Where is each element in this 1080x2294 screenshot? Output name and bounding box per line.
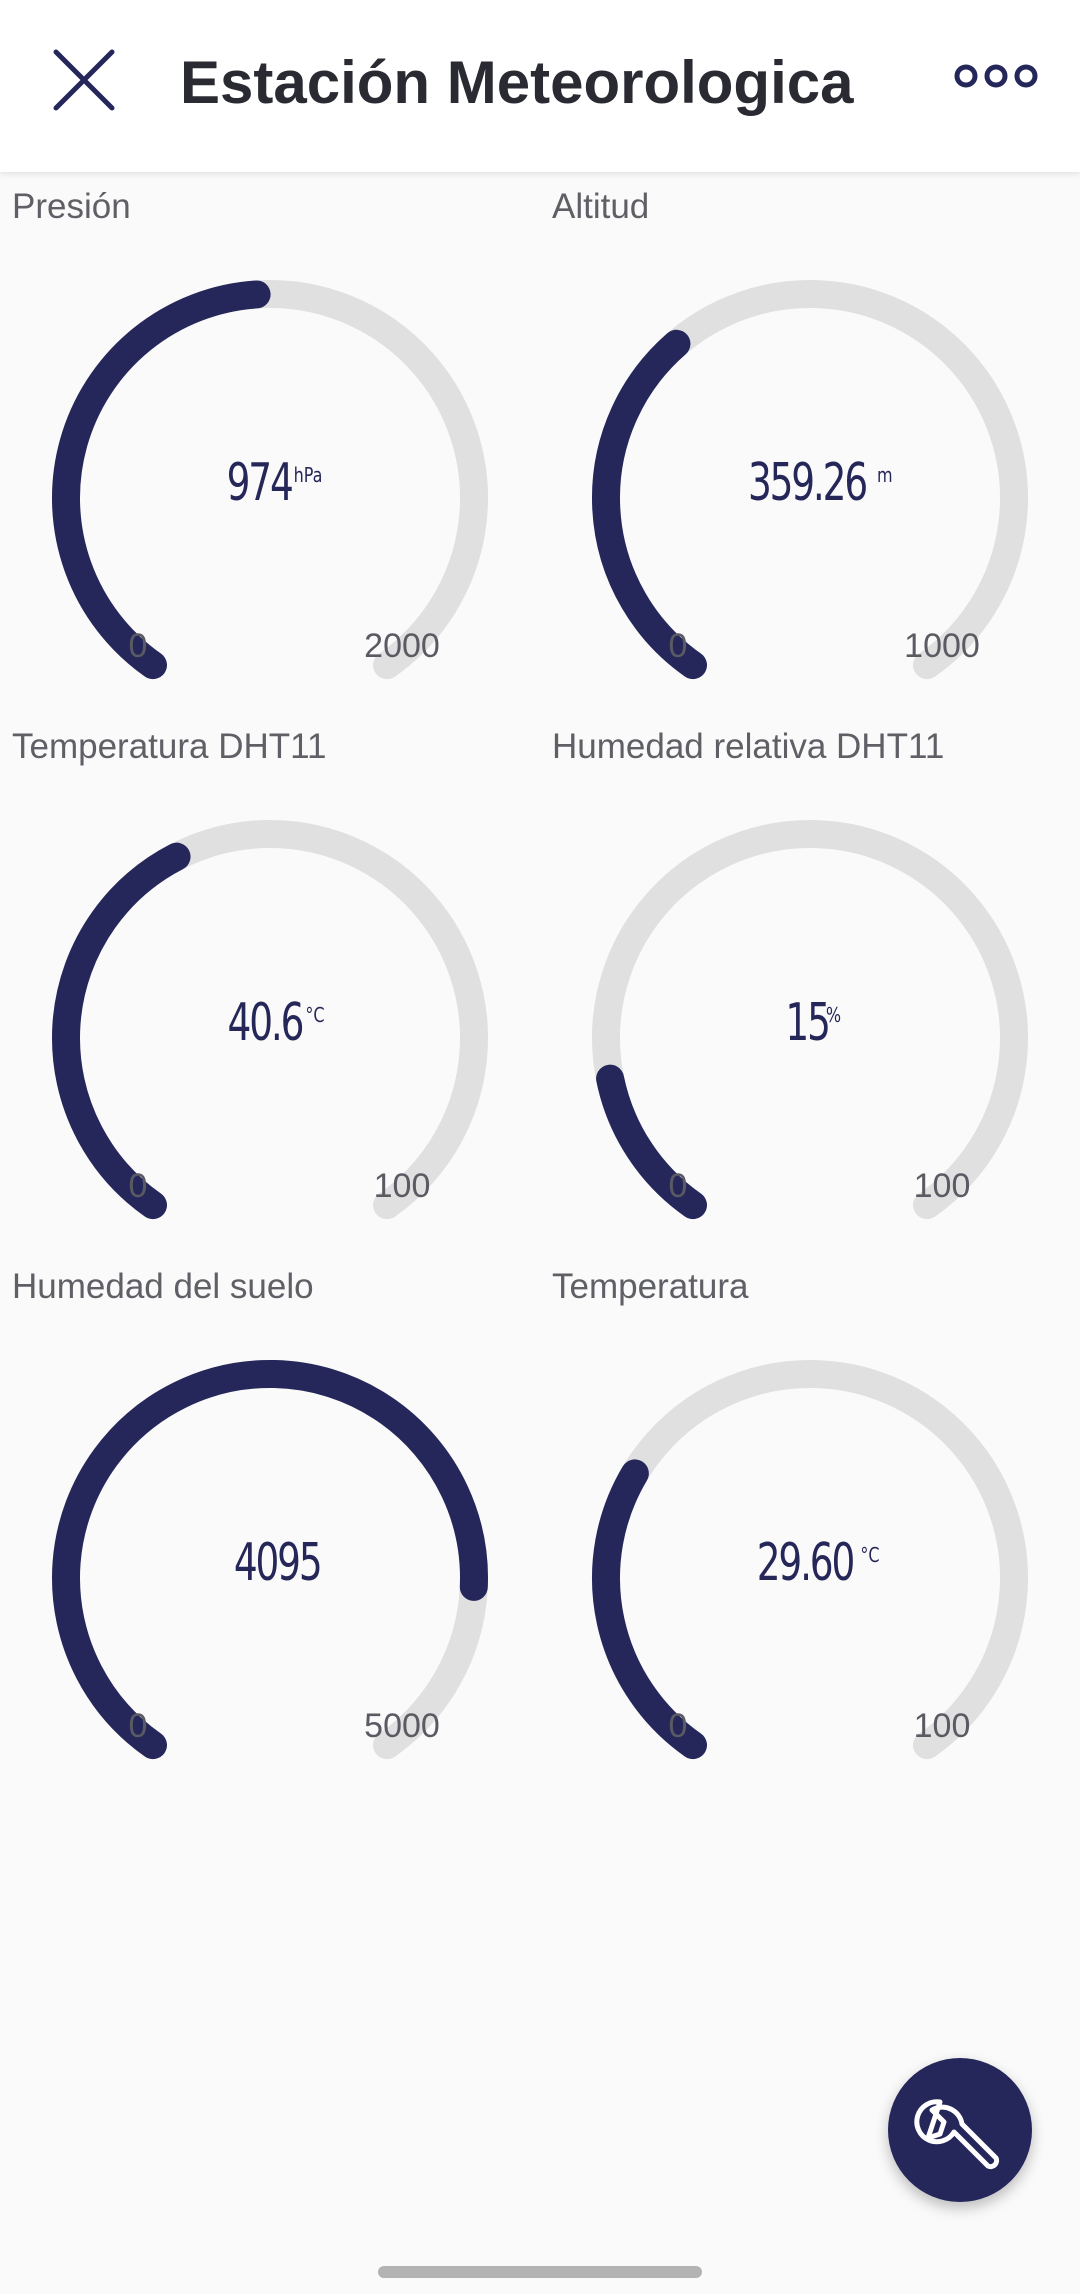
gauge-dial [52,280,488,680]
gauge-label: Temperatura DHT11 [12,727,327,766]
gauge-max-label: 5000 [364,1707,440,1745]
gauge-value: 29.60 °C [540,1523,1080,1603]
gauge-min-label: 0 [668,1167,688,1205]
gauge-widget-temperatura-dht11[interactable]: Temperatura DHT11 40.6 °C 0 100 [0,715,540,1255]
more-options-button[interactable] [950,46,1042,106]
gauge-widget-presion[interactable]: Presión 974 hPa 0 2000 [0,175,540,715]
gauge-max-label: 100 [913,1167,971,1205]
gauge-dial [592,820,1028,1220]
gauge-max-label: 100 [913,1707,971,1745]
gauge-max-label: 2000 [364,627,440,665]
gauge-dial [52,1360,488,1760]
gauge-value-unit: °C [860,1543,880,1567]
close-icon [53,49,115,111]
gauge-min-label: 0 [668,627,688,665]
gauge-dial [52,820,488,1220]
gauge-fill [592,329,707,680]
close-button[interactable] [46,42,122,118]
gauge-fill [596,1064,707,1220]
gauge-max-label: 100 [373,1167,431,1205]
gauge-value-number: 4095 [233,1533,323,1593]
gauge-dial [592,280,1028,680]
more-horizontal-icon [954,64,1038,88]
gauge-fill [592,1459,707,1760]
gauge-value-number: 359.26 [748,453,868,513]
gauge-value-number: 40.6 [227,993,305,1053]
gauge-value-number: 974 [226,453,293,513]
gauge-label: Altitud [552,187,650,226]
home-indicator[interactable] [378,2266,702,2278]
gauge-widget-temperatura[interactable]: Temperatura 29.60 °C 0 100 [540,1255,1080,1795]
gauge-value-unit: °C [305,1003,325,1027]
gauge-label: Temperatura [552,1267,749,1306]
gauge-value-number: 29.60 [756,1533,856,1593]
app-header: Estación Meteorologica [0,0,1080,172]
gauge-fill [52,842,191,1220]
gauge-fill [52,280,271,680]
gauge-min-label: 0 [128,627,148,665]
gauge-value: 40.6 °C [0,983,540,1063]
gauge-min-label: 0 [128,1167,148,1205]
gauge-value: 4095 [0,1523,540,1603]
gauge-widget-altitud[interactable]: Altitud 359.26 m 0 1000 [540,175,1080,715]
gauge-value-unit: m [877,463,893,487]
gauge-min-label: 0 [128,1707,148,1745]
gauge-dial [592,1360,1028,1760]
wrench-icon [914,2099,1000,2170]
gauge-widget-humedad-suelo[interactable]: Humedad del suelo 4095 0 5000 [0,1255,540,1795]
gauge-label: Humedad del suelo [12,1267,314,1306]
gauge-value: 15% [540,983,1080,1063]
gauge-widget-humedad-relativa[interactable]: Humedad relativa DHT11 15% 0 100 [540,715,1080,1255]
page-title: Estación Meteorologica [180,49,854,116]
gauge-value: 359.26 m [540,443,1080,523]
gauge-value-number: 15 [785,993,831,1053]
gauge-max-label: 1000 [904,627,980,665]
gauge-fill [52,1360,488,1760]
gauge-value: 974 hPa [0,443,540,523]
gauge-value-unit: % [825,1003,841,1027]
gauge-value-unit: hPa [293,463,323,487]
gauge-label: Presión [12,187,131,226]
settings-fab-button[interactable] [888,2058,1032,2202]
gauge-min-label: 0 [668,1707,688,1745]
gauge-label: Humedad relativa DHT11 [552,727,945,766]
